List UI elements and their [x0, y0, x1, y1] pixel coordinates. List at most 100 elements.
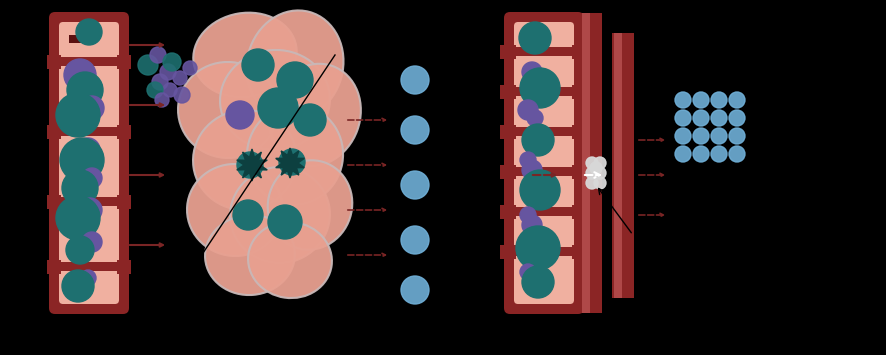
Circle shape [520, 264, 536, 280]
Circle shape [279, 149, 305, 175]
Circle shape [56, 196, 100, 240]
Circle shape [522, 266, 554, 298]
Circle shape [594, 157, 606, 169]
Bar [516, 167, 572, 176]
Circle shape [163, 83, 177, 97]
Circle shape [183, 61, 197, 75]
Circle shape [174, 87, 190, 103]
Ellipse shape [248, 222, 332, 298]
Circle shape [82, 168, 102, 188]
Ellipse shape [205, 215, 295, 295]
Circle shape [82, 232, 102, 252]
Bar [516, 207, 572, 216]
Bar [572, 205, 588, 219]
Circle shape [594, 177, 606, 189]
Bar [582, 13, 590, 313]
Circle shape [522, 160, 542, 180]
Circle shape [268, 205, 302, 239]
Circle shape [586, 177, 598, 189]
Bar [572, 85, 588, 99]
Bar [61, 197, 117, 206]
Ellipse shape [193, 13, 297, 97]
Circle shape [711, 92, 727, 108]
Circle shape [242, 49, 274, 81]
Circle shape [520, 170, 560, 210]
Circle shape [80, 270, 96, 286]
Bar [612, 33, 634, 298]
Circle shape [155, 93, 169, 107]
Circle shape [729, 128, 745, 144]
Circle shape [675, 92, 691, 108]
Circle shape [516, 226, 560, 270]
Circle shape [237, 152, 263, 178]
Ellipse shape [193, 110, 297, 210]
Circle shape [66, 236, 94, 264]
Bar [500, 85, 516, 99]
Bar [572, 125, 588, 139]
Bar [117, 55, 131, 69]
Circle shape [693, 146, 709, 162]
Circle shape [401, 116, 429, 144]
Bar [516, 247, 572, 256]
Bar [61, 127, 117, 136]
Bar [516, 127, 572, 136]
Circle shape [527, 110, 543, 126]
Bar [516, 47, 572, 56]
Circle shape [401, 66, 429, 94]
Circle shape [586, 167, 598, 179]
Circle shape [729, 92, 745, 108]
Circle shape [163, 53, 181, 71]
Bar [69, 105, 89, 113]
Ellipse shape [247, 105, 343, 205]
Circle shape [277, 62, 313, 98]
Bar [516, 87, 572, 96]
Bar [572, 165, 588, 179]
Circle shape [519, 22, 551, 54]
Circle shape [729, 146, 745, 162]
Circle shape [258, 88, 298, 128]
Circle shape [675, 110, 691, 126]
Bar [572, 245, 588, 259]
Bar [117, 125, 131, 139]
Bar [580, 13, 602, 313]
Circle shape [522, 215, 542, 235]
Circle shape [76, 19, 102, 45]
Bar [500, 165, 516, 179]
Bar [47, 55, 61, 69]
Bar [47, 260, 61, 274]
Bar [69, 245, 89, 253]
Circle shape [60, 138, 104, 182]
Bar [61, 262, 117, 271]
Bar [117, 260, 131, 274]
Bar [500, 45, 516, 59]
Circle shape [729, 110, 745, 126]
Ellipse shape [268, 160, 353, 250]
Circle shape [675, 146, 691, 162]
Circle shape [522, 124, 554, 156]
Ellipse shape [220, 50, 330, 150]
Ellipse shape [246, 10, 344, 120]
Polygon shape [276, 148, 304, 178]
Circle shape [67, 72, 103, 108]
Circle shape [401, 276, 429, 304]
Circle shape [147, 82, 163, 98]
Circle shape [711, 146, 727, 162]
FancyBboxPatch shape [504, 12, 584, 314]
Circle shape [693, 128, 709, 144]
Circle shape [76, 138, 100, 162]
Polygon shape [237, 149, 268, 181]
Bar [117, 195, 131, 209]
Circle shape [401, 171, 429, 199]
Bar [47, 125, 61, 139]
Circle shape [401, 226, 429, 254]
Circle shape [594, 167, 606, 179]
Bar [69, 35, 89, 43]
Bar [572, 45, 588, 59]
FancyBboxPatch shape [514, 22, 574, 304]
Circle shape [520, 152, 536, 168]
Circle shape [522, 62, 542, 82]
Circle shape [711, 128, 727, 144]
Ellipse shape [269, 64, 361, 166]
Circle shape [138, 55, 158, 75]
Ellipse shape [230, 167, 330, 263]
